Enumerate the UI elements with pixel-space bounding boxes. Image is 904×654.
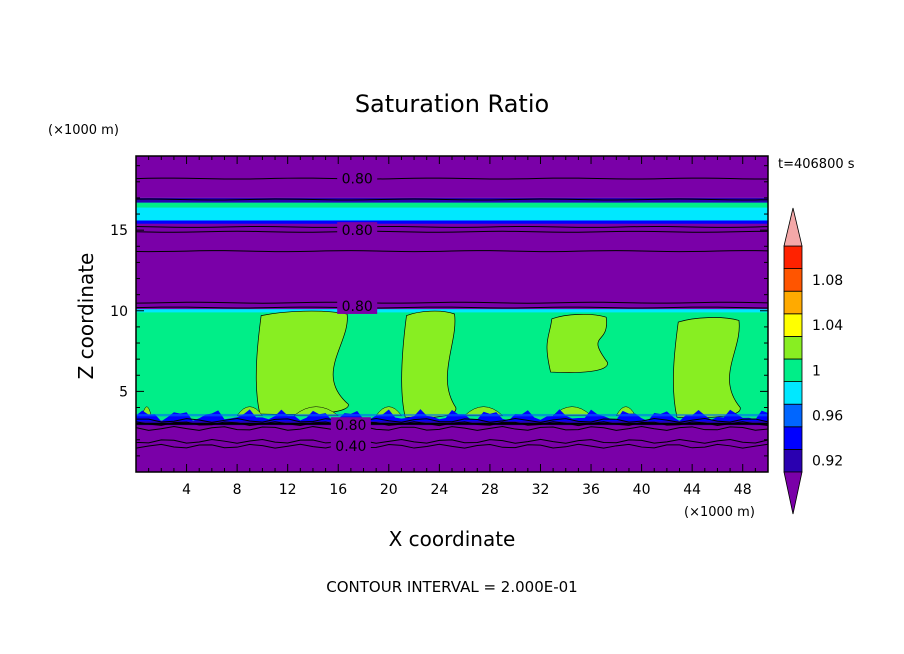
upper-layer-bottom — [136, 220, 768, 224]
x-tick-label: 24 — [430, 482, 448, 498]
contour-line-6 — [136, 306, 768, 309]
colorbar-box — [783, 290, 803, 315]
contour-label-4: 0.40 — [335, 439, 366, 455]
colorbar-box — [783, 268, 803, 292]
contour-labels: 0.80 0.80 0.80 0.80 0.40 — [330, 170, 378, 455]
contour-label-bg-1 — [337, 222, 378, 239]
x-tick-label: 4 — [182, 482, 191, 498]
cloud-cell-2 — [546, 313, 608, 373]
x-tick-label: 12 — [279, 482, 297, 498]
contour-label-bg-2 — [337, 297, 378, 314]
x-unit-label: (×1000 m) — [684, 505, 755, 520]
upper-layer-green — [136, 202, 768, 208]
contour-interval-footer: CONTOUR INTERVAL = 2.000E-01 — [326, 578, 577, 596]
contour-line-0 — [136, 177, 768, 180]
colorbar-extend-bottom — [783, 471, 803, 515]
y-tick-label: 10 — [110, 304, 128, 320]
colorbar-extend-top — [783, 207, 803, 247]
contour-line-5 — [136, 301, 768, 304]
colorbar-box — [783, 313, 803, 337]
colorbar-box — [783, 358, 803, 383]
time-label: t=406800 s — [778, 157, 855, 172]
x-axis: 4 8 12 16 20 24 28 32 36 40 44 48 — [148, 156, 756, 498]
colorbar-tick-label: 1.08 — [812, 273, 843, 289]
colorbar-tick-label: 1 — [812, 363, 821, 379]
cloud-cell-3 — [673, 317, 741, 419]
x-tick-label: 32 — [532, 482, 550, 498]
colorbar-box — [783, 403, 803, 428]
y-tick-label: 15 — [110, 223, 128, 239]
contour-label-bg-4 — [330, 438, 371, 455]
plot-area — [136, 156, 768, 472]
y-tick-label: 5 — [119, 384, 128, 400]
x-axis-title: X coordinate — [389, 527, 516, 551]
contour-lines — [136, 177, 768, 449]
contour-line-3 — [136, 230, 768, 233]
contour-line-2 — [136, 225, 768, 228]
colorbar-tick-label: 0.92 — [812, 454, 843, 470]
colorbar-box — [783, 448, 803, 473]
contour-label-3: 0.80 — [335, 418, 366, 434]
colorbar-tick-label: 0.96 — [812, 409, 843, 425]
cloud-cell-1 — [401, 310, 457, 419]
y-unit-label: (×1000 m) — [48, 123, 119, 138]
contour-label-2: 0.80 — [342, 299, 373, 315]
x-tick-label: 36 — [582, 482, 600, 498]
colorbar-box — [783, 335, 803, 360]
y-axis: 5 10 15 — [110, 165, 768, 457]
upper-layer-cyan — [136, 207, 768, 221]
y-axis-title: Z coordinate — [74, 253, 98, 380]
x-tick-label: 8 — [233, 482, 242, 498]
x-tick-label: 44 — [683, 482, 701, 498]
x-tick-label: 40 — [633, 482, 651, 498]
cloud-cell-0 — [255, 310, 349, 415]
contour-label-1: 0.80 — [342, 223, 373, 239]
contour-line-thick — [136, 422, 768, 425]
contour-line-1 — [136, 198, 768, 201]
contour-line-4 — [136, 250, 768, 253]
colorbar-box — [783, 426, 803, 450]
colorbar-box — [783, 245, 803, 270]
x-tick-label: 16 — [329, 482, 347, 498]
contour-label-0: 0.80 — [342, 172, 373, 188]
contour-line-9 — [136, 426, 768, 431]
colorbar-box — [783, 381, 803, 405]
contour-line-10 — [136, 438, 768, 444]
x-tick-label: 20 — [380, 482, 398, 498]
contour-label-bg-0 — [337, 170, 378, 187]
colorbar: 0.92 0.96 1 1.04 1.08 — [783, 207, 843, 515]
mid-layer-top-edge — [136, 309, 768, 313]
x-tick-label: 48 — [734, 482, 752, 498]
band-4 — [136, 156, 768, 198]
contour-line-11 — [136, 443, 768, 449]
cloud-base-light — [136, 413, 768, 417]
colorbar-tick-label: 1.04 — [812, 318, 843, 334]
upper-layer-edge — [136, 197, 768, 203]
contour-line-7 — [136, 417, 768, 423]
contour-label-bg-3 — [330, 417, 371, 434]
band-2 — [136, 222, 768, 311]
chart-title: Saturation Ratio — [355, 90, 549, 118]
x-tick-label: 28 — [481, 482, 499, 498]
